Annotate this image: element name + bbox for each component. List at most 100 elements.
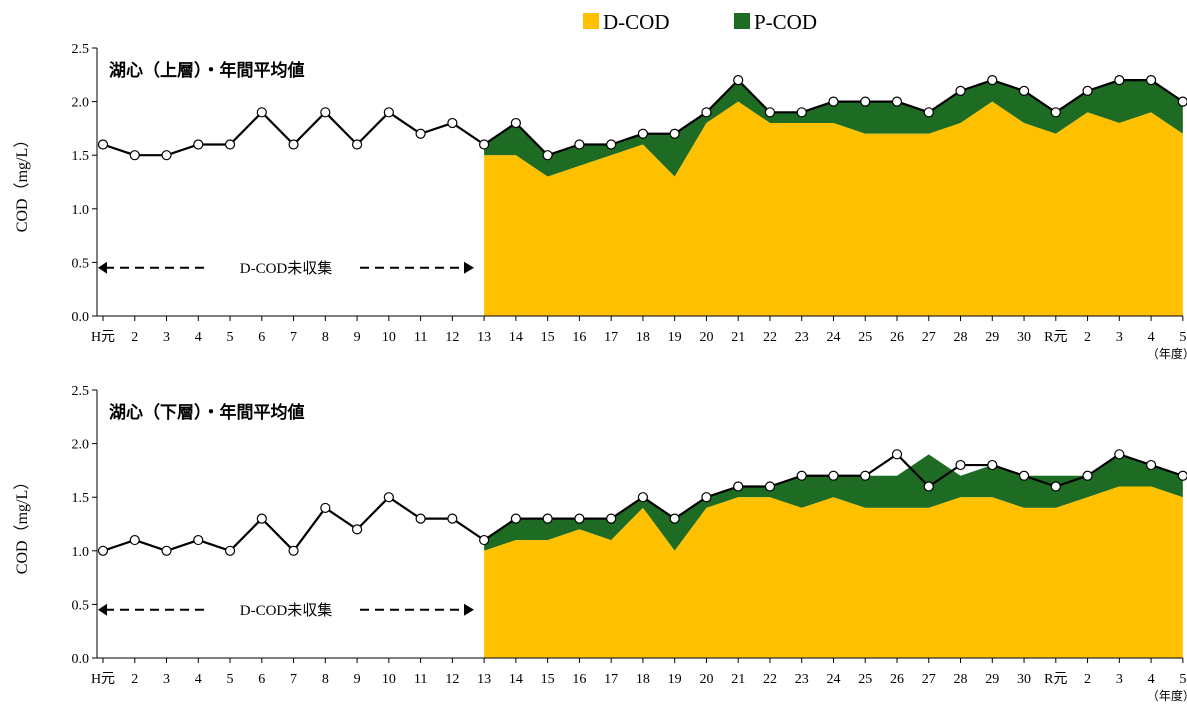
- y-tick-label: 2.5: [72, 42, 90, 57]
- x-tick-label: 13: [477, 672, 491, 687]
- x-tick-label: 3: [1116, 672, 1123, 687]
- x-tick-label: 22: [763, 672, 777, 687]
- x-tick-label: 30: [1017, 330, 1031, 345]
- x-tick-label: 3: [1116, 330, 1123, 345]
- data-point-cod: [415, 513, 426, 524]
- data-point-cod: [923, 481, 934, 492]
- data-point-cod: [415, 128, 426, 139]
- x-tick-label: 19: [668, 330, 682, 345]
- data-point-cod: [606, 513, 617, 524]
- data-point-cod: [288, 139, 299, 150]
- x-tick-label: 26: [890, 672, 904, 687]
- y-tick-label: 1.5: [72, 491, 90, 506]
- data-point-cod: [193, 139, 204, 150]
- arrow-head-right: [464, 261, 474, 274]
- data-point-cod: [1050, 107, 1061, 118]
- data-point-cod: [510, 117, 521, 129]
- x-tick-label: 6: [258, 672, 265, 687]
- data-point-cod: [447, 117, 458, 129]
- data-point-cod: [224, 545, 236, 556]
- legend: D-COD P-COD: [583, 10, 817, 34]
- x-tick-label: 29: [985, 330, 999, 345]
- series-area-pcod: [484, 454, 1183, 551]
- data-point-cod: [510, 513, 521, 524]
- x-tick-label: 30: [1017, 672, 1031, 687]
- x-tick-label: 15: [541, 330, 555, 345]
- data-point-cod: [669, 128, 680, 139]
- data-point-cod: [987, 75, 998, 86]
- x-tick-label: 12: [445, 330, 459, 345]
- y-tick-label: 2.5: [72, 384, 90, 399]
- y-tick-label: 1.5: [72, 149, 90, 164]
- not-collected-label: D-COD未収集: [240, 602, 333, 619]
- x-tick-label: 18: [636, 330, 650, 345]
- x-tick-label: 2: [1084, 672, 1091, 687]
- data-point-cod: [542, 150, 553, 161]
- x-tick-label: 22: [763, 330, 777, 345]
- y-axis-title: COD（mg/L）: [13, 474, 31, 574]
- data-point-cod: [542, 513, 553, 524]
- legend-swatch-d-cod: [583, 13, 599, 29]
- data-point-cod: [764, 107, 776, 118]
- data-point-cod: [161, 150, 172, 161]
- data-point-cod: [701, 107, 712, 118]
- x-tick-label: 4: [1148, 330, 1155, 345]
- x-tick-label: 24: [826, 330, 840, 345]
- data-point-cod: [224, 139, 236, 150]
- y-axis-title: COD（mg/L）: [13, 132, 31, 232]
- data-point-cod: [383, 492, 394, 503]
- data-point-cod: [97, 139, 109, 150]
- data-point-cod: [828, 96, 839, 107]
- data-point-cod: [637, 128, 649, 139]
- data-point-cod: [1114, 449, 1125, 460]
- x-axis-unit: （年度）: [1147, 346, 1187, 361]
- data-point-cod: [479, 139, 490, 150]
- series-area-dcod: [484, 486, 1183, 658]
- data-point-cod: [955, 85, 966, 96]
- x-tick-label: 5: [227, 330, 234, 345]
- data-point-cod: [288, 545, 299, 556]
- data-point-cod: [193, 534, 204, 546]
- x-tick-label: H元: [91, 672, 115, 687]
- data-point-cod: [669, 513, 680, 524]
- x-tick-label: 11: [414, 330, 427, 345]
- data-point-cod: [479, 534, 490, 546]
- series-area-dcod: [484, 101, 1183, 316]
- x-tick-label: 10: [382, 330, 396, 345]
- legend-label: D-COD: [603, 10, 670, 34]
- data-point-cod: [860, 470, 871, 481]
- y-tick-label: 1.0: [72, 203, 90, 218]
- data-point-cod: [796, 470, 807, 481]
- y-tick-label: 1.0: [72, 545, 90, 560]
- chart-title: 湖心（上層）・年間平均値: [109, 60, 305, 81]
- x-tick-label: 11: [414, 672, 427, 687]
- data-point-cod: [351, 139, 363, 150]
- x-tick-label: 16: [572, 672, 586, 687]
- data-point-cod: [256, 107, 267, 118]
- x-axis-unit: （年度）: [1147, 688, 1187, 703]
- chart-title: 湖心（下層）・年間平均値: [109, 402, 305, 423]
- y-tick-label: 0.0: [72, 310, 90, 325]
- data-point-cod: [891, 96, 903, 107]
- x-tick-label: 5: [1179, 330, 1186, 345]
- x-tick-label: 25: [858, 672, 872, 687]
- data-point-cod: [129, 534, 140, 546]
- data-point-cod: [1082, 85, 1093, 96]
- arrow-head-right: [464, 603, 474, 616]
- x-tick-label: 20: [699, 330, 713, 345]
- x-tick-label: 21: [731, 672, 745, 687]
- data-point-cod: [796, 107, 807, 118]
- arrow-head-left: [98, 603, 107, 616]
- x-tick-label: 28: [954, 330, 968, 345]
- x-tick-label: 2: [131, 672, 138, 687]
- legend-swatch-p-cod: [734, 13, 750, 29]
- x-tick-label: 26: [890, 330, 904, 345]
- data-point-cod: [1018, 85, 1030, 96]
- series-area-pcod: [484, 80, 1183, 177]
- data-point-cod: [606, 139, 617, 150]
- data-point-cod: [701, 492, 712, 503]
- x-tick-label: 21: [731, 330, 745, 345]
- x-tick-label: 8: [322, 672, 329, 687]
